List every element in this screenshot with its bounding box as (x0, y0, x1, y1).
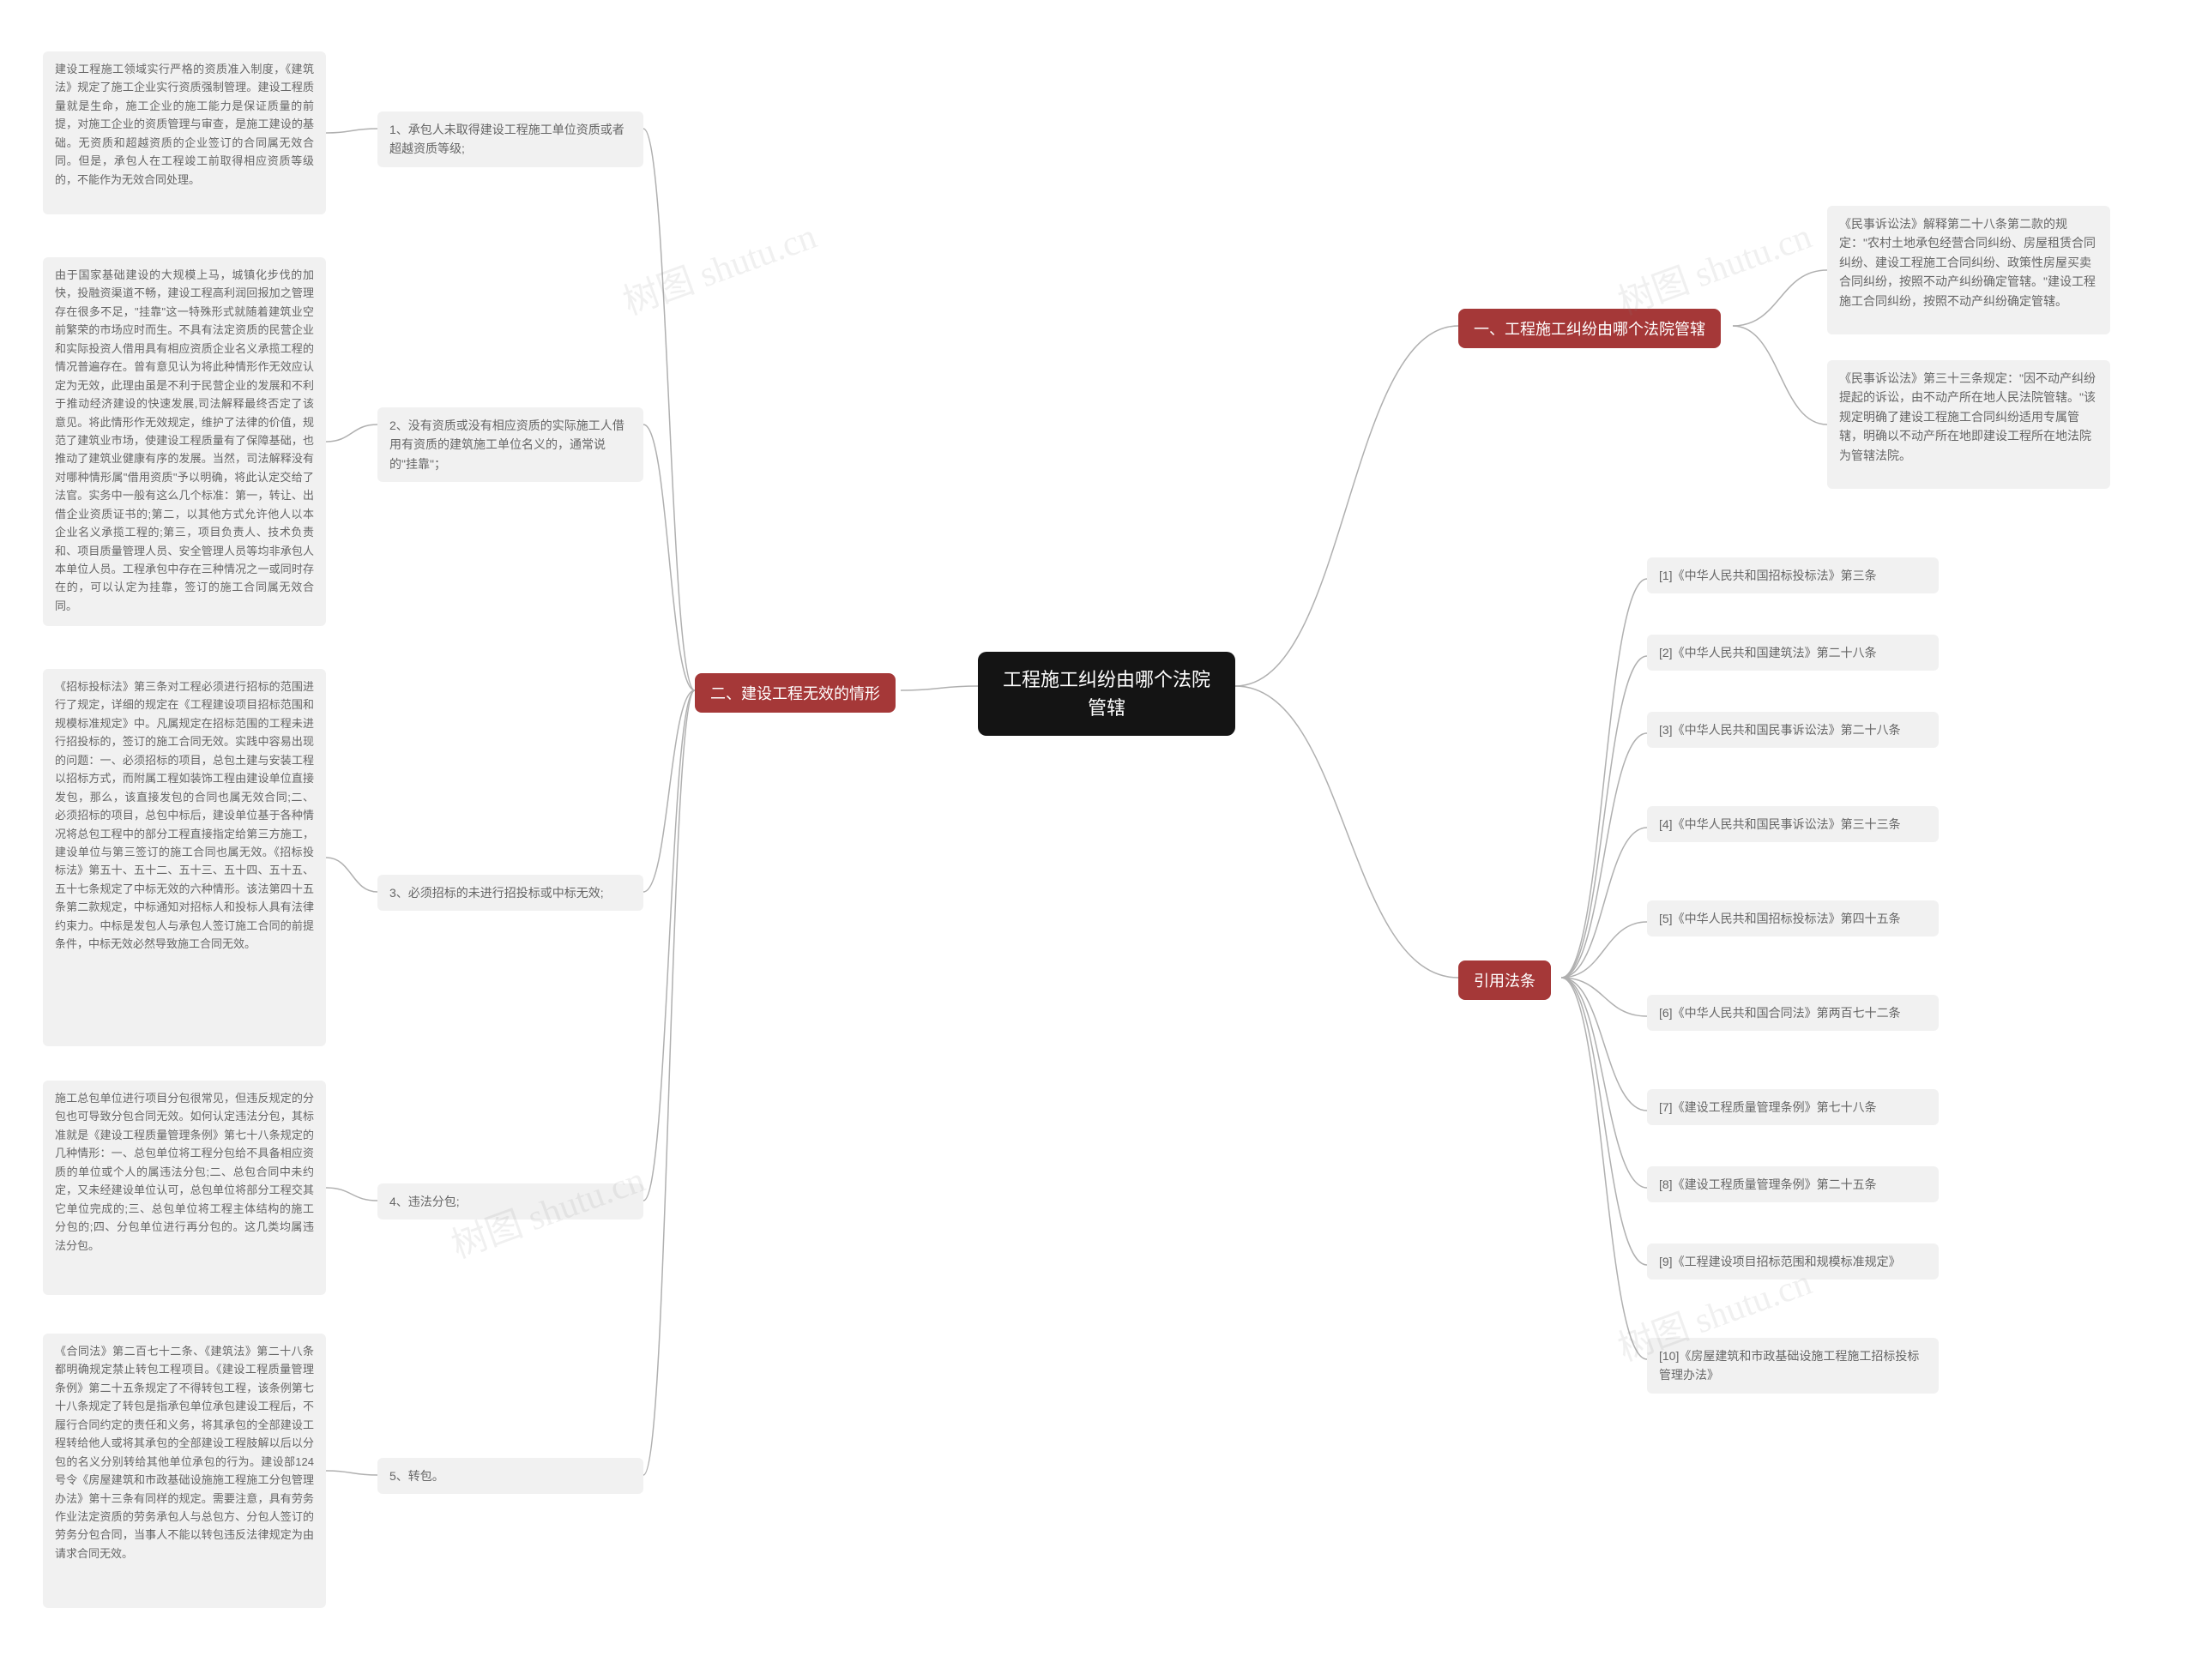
left-item-detail: 由于国家基础建设的大规模上马，城镇化步伐的加快，投融资渠道不畅，建设工程高利润回… (43, 257, 326, 626)
left-item: 1、承包人未取得建设工程施工单位资质或者超越资质等级; (377, 111, 643, 167)
left-item: 4、违法分包; (377, 1183, 643, 1219)
leaf-node: [6]《中华人民共和国合同法》第两百七十二条 (1647, 995, 1939, 1031)
left-item-detail: 《招标投标法》第三条对工程必须进行招标的范围进行了规定，详细的规定在《工程建设项… (43, 669, 326, 1046)
leaf-node: [1]《中华人民共和国招标投标法》第三条 (1647, 557, 1939, 593)
branch-node-right: 一、工程施工纠纷由哪个法院管辖 (1458, 309, 1721, 348)
leaf-node: [3]《中华人民共和国民事诉讼法》第二十八条 (1647, 712, 1939, 748)
left-item-detail: 《合同法》第二百七十二条、《建筑法》第二十八条都明确规定禁止转包工程项目。《建设… (43, 1334, 326, 1608)
left-item: 2、没有资质或没有相应资质的实际施工人借用有资质的建筑施工单位名义的，通常说的"… (377, 407, 643, 482)
branch-node-right: 引用法条 (1458, 960, 1551, 1000)
leaf-node: [7]《建设工程质量管理条例》第七十八条 (1647, 1089, 1939, 1125)
leaf-node: [10]《房屋建筑和市政基础设施工程施工招标投标管理办法》 (1647, 1338, 1939, 1394)
left-item-detail: 建设工程施工领域实行严格的资质准入制度，《建筑法》规定了施工企业实行资质强制管理… (43, 51, 326, 214)
leaf-node: [5]《中华人民共和国招标投标法》第四十五条 (1647, 900, 1939, 936)
leaf-node: [8]《建设工程质量管理条例》第二十五条 (1647, 1166, 1939, 1202)
root-node: 工程施工纠纷由哪个法院管辖 (978, 652, 1235, 736)
leaf-node: [9]《工程建设项目招标范围和规模标准规定》 (1647, 1243, 1939, 1280)
leaf-node: [4]《中华人民共和国民事诉讼法》第三十三条 (1647, 806, 1939, 842)
leaf-node: 《民事诉讼法》解释第二十八条第二款的规定："农村土地承包经营合同纠纷、房屋租赁合… (1827, 206, 2110, 334)
left-item-detail: 施工总包单位进行项目分包很常见，但违反规定的分包也可导致分包合同无效。如何认定违… (43, 1081, 326, 1295)
left-item: 5、转包。 (377, 1458, 643, 1494)
branch-node-left: 二、建设工程无效的情形 (695, 673, 896, 713)
leaf-node: 《民事诉讼法》第三十三条规定："因不动产纠纷提起的诉讼，由不动产所在地人民法院管… (1827, 360, 2110, 489)
leaf-node: [2]《中华人民共和国建筑法》第二十八条 (1647, 635, 1939, 671)
left-item: 3、必须招标的未进行招投标或中标无效; (377, 875, 643, 911)
